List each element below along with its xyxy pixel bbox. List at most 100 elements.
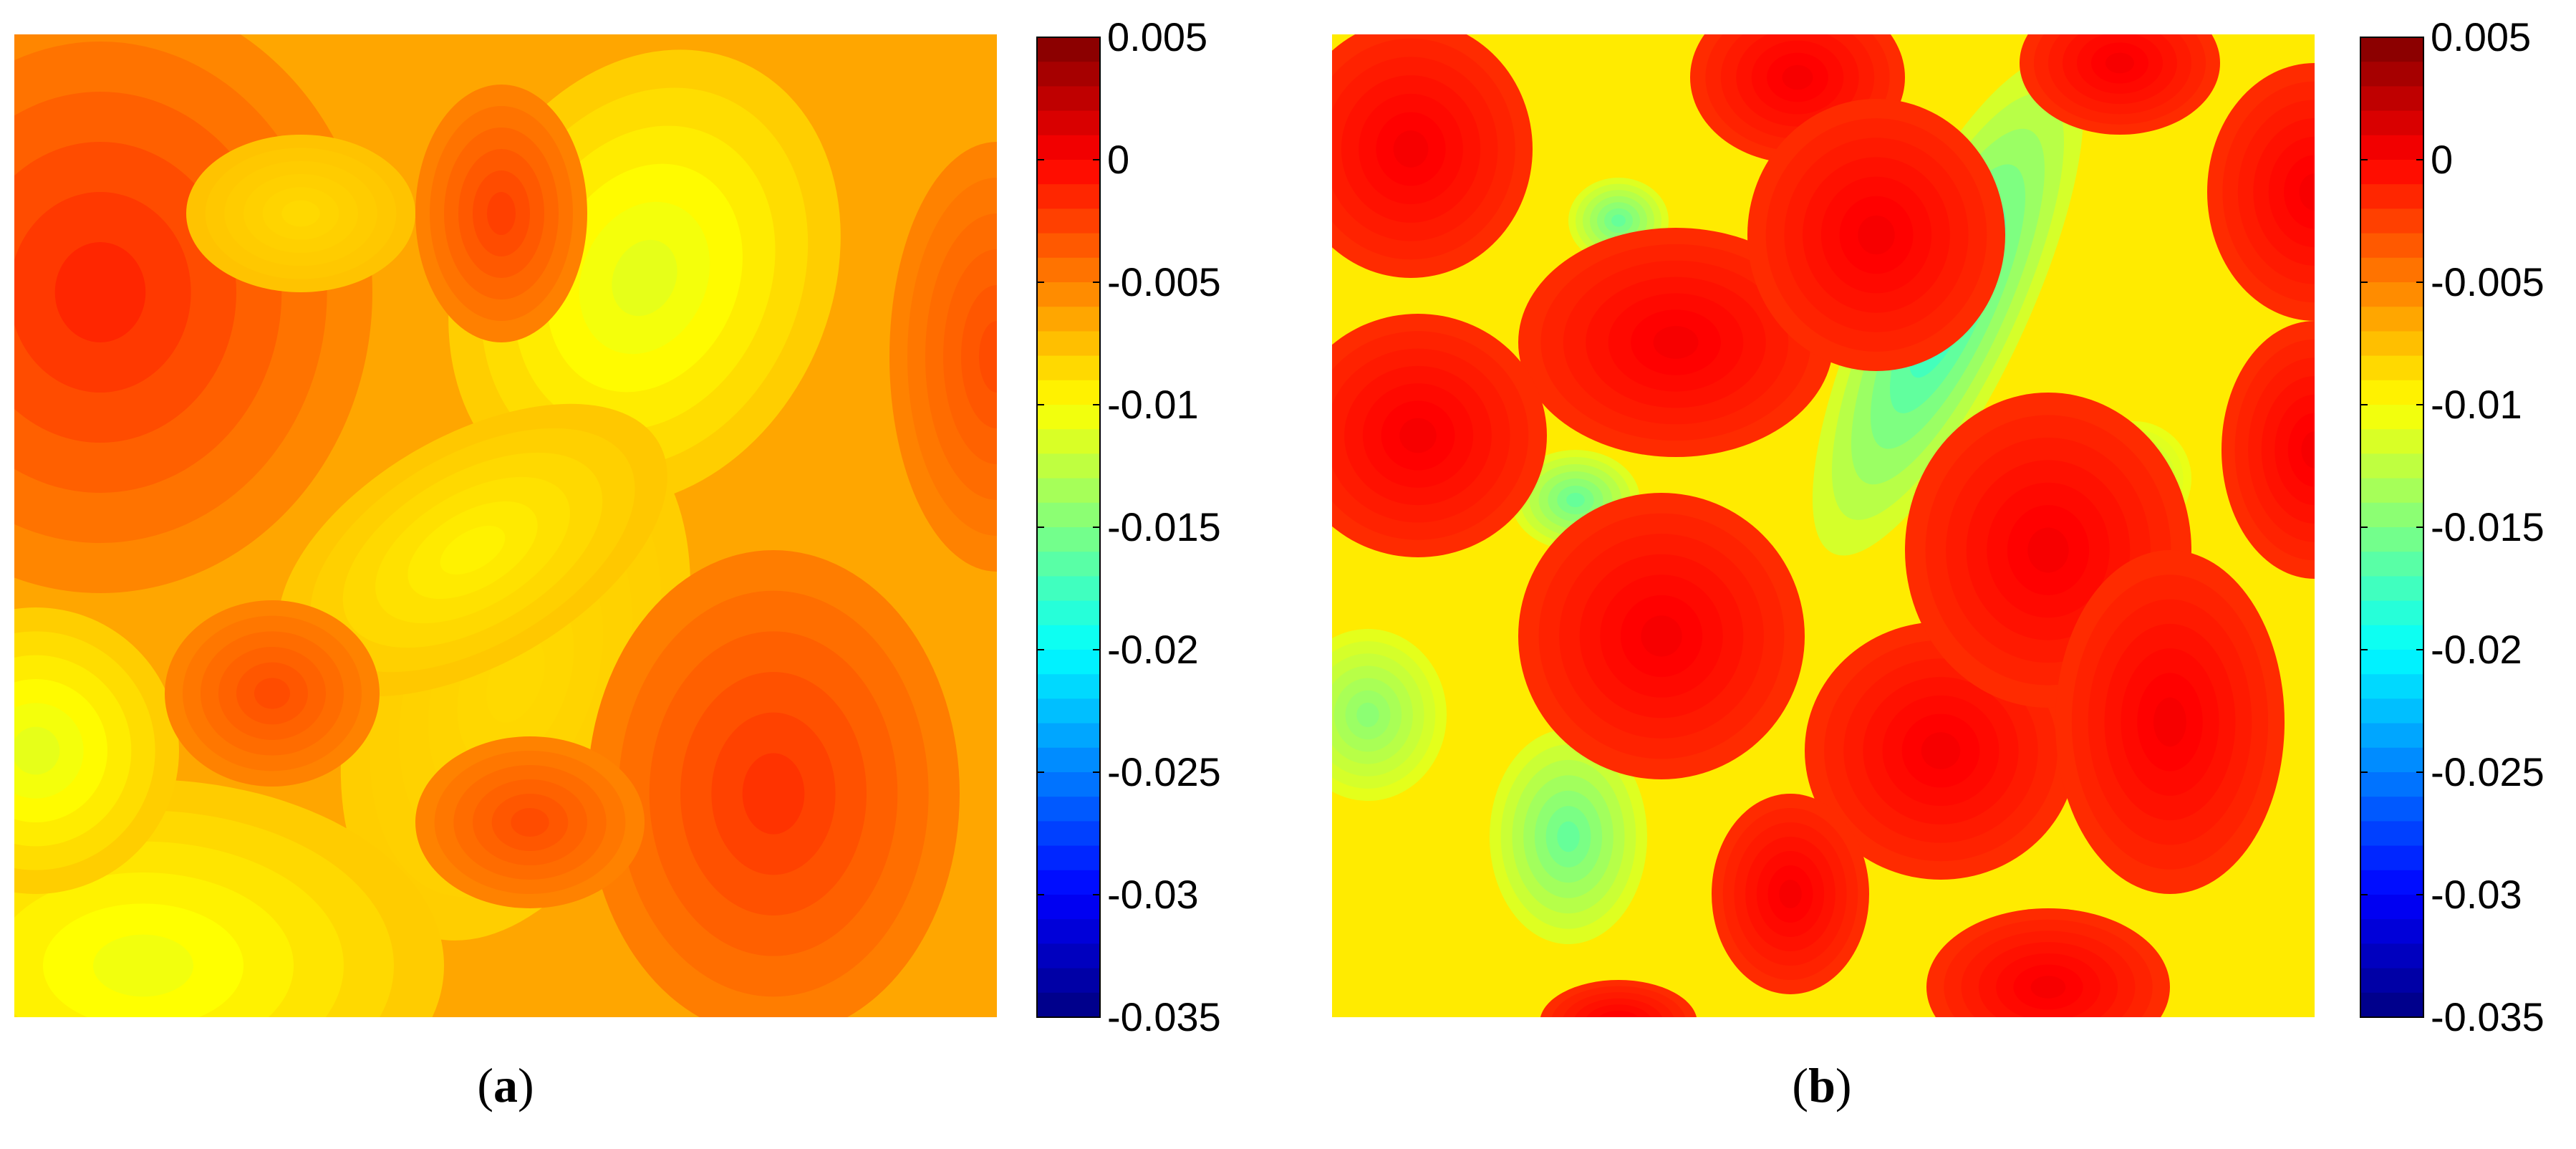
colorbar-segment	[1037, 723, 1100, 749]
colorbar-segment	[1037, 992, 1100, 1018]
colorbar-segment	[2360, 37, 2423, 62]
colorbar-tick-label: -0.015	[1107, 504, 1221, 549]
colorbar-segment	[1037, 527, 1100, 552]
colorbar-tick-label: -0.015	[2431, 504, 2544, 549]
colorbar-tick-label: 0	[2431, 137, 2453, 182]
colorbar-segment	[2360, 257, 2423, 283]
colorbar-segment	[1037, 674, 1100, 699]
contour-band	[93, 934, 193, 997]
colorbar-segment	[1037, 919, 1100, 944]
colorbar-segment	[1037, 184, 1100, 209]
contour-band	[2027, 527, 2069, 573]
colorbar-segment	[1037, 968, 1100, 994]
colorbar-segment	[2360, 453, 2423, 479]
contour-region	[415, 85, 587, 342]
contour-region	[14, 607, 179, 894]
colorbar-segment	[1037, 62, 1100, 87]
colorbar-segment	[2360, 870, 2423, 895]
contour-region	[1926, 908, 2170, 1017]
colorbar-segment	[2360, 86, 2423, 112]
contour-region	[186, 135, 415, 292]
colorbar-segment	[1037, 257, 1100, 283]
panel-b: 0.005 0 -0.005 -0.01 -0.015 -0.02 -0.025 -0.03 -…	[1275, 0, 2576, 1149]
contour-band	[1858, 215, 1895, 255]
contour-band	[1641, 615, 1682, 657]
colorbar-segment	[1037, 870, 1100, 895]
contour-band	[254, 678, 290, 709]
colorbar-segment	[1037, 845, 1100, 871]
colorbar-segment	[1037, 698, 1100, 724]
contour-band	[511, 808, 549, 837]
colorbar-segment	[1037, 650, 1100, 675]
colorbar-segment	[2360, 233, 2423, 259]
contour-band	[1614, 1016, 1623, 1017]
colorbar-segment	[2360, 797, 2423, 822]
colorbar-segment	[2360, 723, 2423, 749]
contour-band	[2153, 697, 2186, 747]
colorbar-segment	[1037, 160, 1100, 185]
contour-region	[1332, 314, 1547, 557]
colorbar-segment	[2360, 552, 2423, 577]
colorbar-segment	[2360, 895, 2423, 920]
contour-band	[1598, 1010, 1639, 1017]
contour-region	[1540, 980, 1697, 1017]
colorbar-a: 0.005 0 -0.005 -0.01 -0.015 -0.02 -0.025 -0.03 -…	[1036, 14, 1221, 1039]
colorbar-segment	[2360, 208, 2423, 234]
colorbar-segment	[2360, 919, 2423, 944]
contour-band	[2299, 173, 2315, 211]
contour-region	[278, 403, 667, 697]
contour-band	[440, 525, 506, 575]
colorbar-tick-label: -0.005	[1107, 259, 1221, 304]
colorbar-tick-label: -0.02	[2431, 627, 2522, 672]
colorbar-tick-label: -0.035	[2431, 994, 2544, 1039]
contour-band	[1611, 214, 1626, 227]
contour-region	[1518, 493, 1805, 779]
contour-plot-b	[1332, 34, 2315, 1017]
colorbar-segment	[2360, 307, 2423, 332]
colorbar-segment	[2360, 968, 2423, 994]
contour-band	[1779, 880, 1802, 908]
colorbar-tick-label: -0.025	[2431, 749, 2544, 794]
contour-band	[1557, 821, 1580, 852]
contour-band	[1566, 493, 1585, 507]
contour-region	[1332, 34, 1533, 278]
colorbar-segment	[1037, 110, 1100, 136]
contour-region	[1490, 729, 1647, 944]
colorbar-segment	[2360, 331, 2423, 357]
contour-band	[2030, 976, 2066, 999]
panel-a: 0.005 0 -0.005 -0.01 -0.015 -0.02 -0.025 -0.03 -…	[0, 0, 1275, 1149]
colorbar-segment	[1037, 772, 1100, 797]
colorbar-segment	[2360, 698, 2423, 724]
colorbar-segment	[2360, 845, 2423, 871]
colorbar-segment	[1037, 380, 1100, 405]
colorbar-segment	[2360, 405, 2423, 430]
colorbar-segment	[1037, 405, 1100, 430]
contour-band	[2105, 52, 2134, 74]
colorbar-segment	[1037, 37, 1100, 62]
contour-region	[1518, 228, 1833, 457]
colorbar-segment	[2360, 821, 2423, 847]
colorbar-tick-label: -0.02	[1107, 627, 1199, 672]
colorbar-segment	[1037, 943, 1100, 969]
colorbar-segment	[1037, 552, 1100, 577]
colorbar-segment	[2360, 110, 2423, 136]
colorbar-tick-label: 0.005	[1107, 14, 1207, 59]
contour-region	[2222, 321, 2315, 579]
contour-region	[1712, 794, 1869, 994]
colorbar-tick-label: -0.03	[2431, 872, 2522, 917]
colorbar-segment	[1037, 429, 1100, 454]
colorbar-segment	[1037, 821, 1100, 847]
colorbar-segment	[1037, 355, 1100, 381]
colorbar-segment	[1037, 233, 1100, 259]
colorbar-segment	[2360, 380, 2423, 405]
contour-region	[1747, 99, 2005, 371]
colorbar-segment	[1037, 282, 1100, 307]
colorbar-segment	[1037, 478, 1100, 504]
colorbar-segment	[1037, 502, 1100, 528]
colorbar-segment	[1037, 453, 1100, 479]
contour-region	[2020, 34, 2220, 135]
contour-band	[487, 192, 516, 235]
colorbar-segment	[2360, 527, 2423, 552]
colorbar-segment	[2360, 355, 2423, 381]
contour-region	[415, 736, 645, 908]
